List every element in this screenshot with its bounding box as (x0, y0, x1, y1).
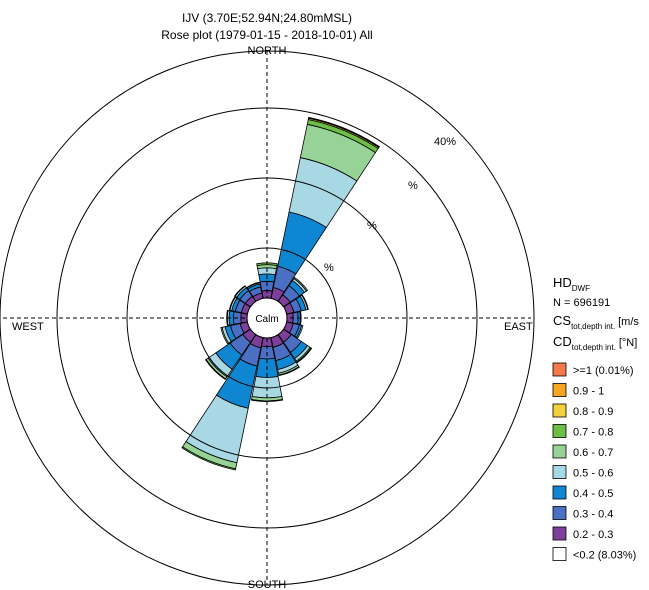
svg-text:HDDWF: HDDWF (553, 275, 590, 293)
legend-swatch-5 (552, 465, 567, 479)
sector-337.5-bin-4 (246, 281, 261, 289)
legend-swatch-8 (552, 526, 567, 541)
label-south: SOUTH (248, 579, 287, 590)
label-west: WEST (12, 321, 44, 333)
sector-157.5-bin-5 (278, 366, 300, 377)
chart-title: IJV (3.70E;52.94N;24.80mMSL) (182, 11, 352, 25)
legend-swatch-3 (552, 424, 567, 438)
sector-315-bin-4 (234, 285, 246, 297)
sector-45-bin-4 (293, 276, 309, 292)
legend: >=1 (0.01%) 0.9 - 1 0.8 - 0.9 0.7 - 0.8 0.6 … (552, 362, 636, 562)
legend-label-3: 0.7 - 0.8 (573, 427, 613, 439)
legend-cd-sub: tot,depth int. (572, 343, 616, 352)
ring-label-1: % (324, 262, 334, 274)
sector-202.5-bin-5 (181, 446, 237, 471)
rose-sectors (181, 116, 380, 471)
sector-225-bin-5 (204, 358, 227, 381)
sector-22.5-bin-8 (308, 116, 380, 148)
legend-cd: CD (553, 334, 572, 349)
legend-swatch-9 (552, 547, 567, 561)
ring-label-4: 40% (434, 136, 456, 148)
legend-label-9: <0.2 (8.03%) (573, 550, 636, 562)
legend-variable-sub: DWF (572, 284, 590, 293)
legend-label-8: 0.2 - 0.3 (573, 529, 613, 541)
ring-label-3: % (408, 180, 418, 192)
sector-180-bin-5 (250, 399, 284, 402)
label-north: NORTH (248, 45, 287, 57)
legend-cs: CS (553, 313, 571, 328)
sector-270-bin-4 (226, 310, 229, 326)
legend-swatch-4 (552, 444, 567, 459)
legend-swatch-6 (552, 485, 567, 500)
sector-292.5-bin-4 (228, 296, 236, 311)
legend-swatch-2 (552, 403, 567, 418)
legend-label-2: 0.8 - 0.9 (573, 406, 613, 418)
svg-text:CStot,depth int.[m/s: CStot,depth int. [m/s (553, 313, 639, 331)
legend-cs-sub: tot,depth int. (571, 322, 615, 331)
legend-label-6: 0.4 - 0.5 (573, 488, 613, 500)
legend-n: N = 696191 (553, 297, 610, 309)
legend-variable: HD (553, 275, 572, 290)
legend-swatch-7 (552, 506, 567, 520)
sector-247.5-bin-4 (220, 326, 230, 345)
legend-label-5: 0.5 - 0.6 (573, 468, 613, 480)
legend-header: HDDWF N = 696191 CStot,depth int. [m/s CD… (553, 275, 639, 352)
ring-label-2: % (367, 220, 377, 232)
calm-label: Calm (255, 314, 278, 325)
legend-label-1: 0.9 - 1 (573, 386, 604, 398)
legend-label-7: 0.3 - 0.4 (573, 509, 613, 521)
svg-text:CDtot,depth int.[°N]: CDtot,depth int. [°N] (553, 334, 637, 352)
label-east: EAST (504, 321, 533, 333)
legend-label-4: 0.6 - 0.7 (573, 447, 613, 459)
sector-112.5-bin-3 (296, 324, 304, 339)
sector-135-bin-5 (296, 347, 313, 364)
legend-cs-unit: [m/s (618, 316, 639, 328)
chart-subtitle: Rose plot (1979-01-15 - 2018-10-01) All (161, 28, 372, 42)
legend-swatch-1 (552, 383, 567, 397)
legend-cd-unit: [°N] (619, 337, 637, 349)
legend-swatch-0 (552, 362, 567, 377)
sector-67.5-bin-4 (301, 294, 309, 310)
calm-circle (246, 297, 288, 339)
legend-label-0: >=1 (0.01%) (573, 365, 634, 377)
